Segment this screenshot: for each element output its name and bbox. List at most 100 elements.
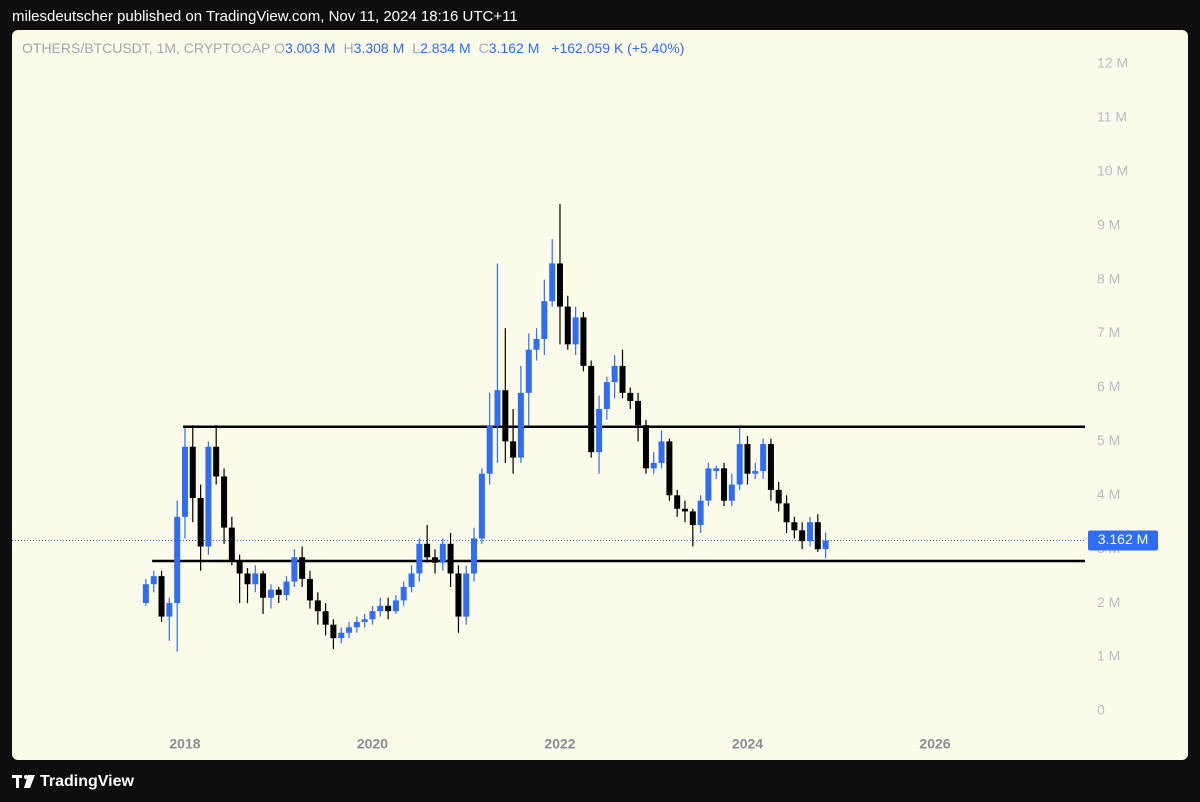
candle-body (752, 471, 759, 474)
candle-body (432, 557, 439, 563)
candle-body (244, 573, 251, 585)
candle-body (181, 446, 188, 517)
ohlc-key: H (343, 40, 354, 56)
y-tick-label: 5 M (1097, 432, 1120, 448)
candle-body (736, 444, 743, 485)
candle-body (471, 538, 478, 574)
candle-body (650, 462, 657, 469)
symbol: OTHERS/BTCUSDT, 1M, CRYPTOCAP (22, 40, 271, 56)
candle-body (572, 317, 579, 345)
y-tick-label: 11 M (1097, 109, 1127, 125)
x-tick-label: 2020 (357, 736, 388, 752)
candle-body (455, 573, 462, 617)
ohlc-value: 2.834 M (420, 40, 471, 56)
ohlc-key: O (274, 40, 285, 56)
candle-body (666, 441, 673, 496)
candle-body (510, 441, 517, 458)
candle-body (275, 589, 282, 596)
candle-body (549, 263, 556, 302)
candle-body (236, 559, 243, 574)
candle-body (205, 446, 212, 547)
brand-name: TradingView (40, 773, 135, 790)
plot-background (12, 30, 1188, 760)
candle-body (353, 621, 360, 628)
candle-body (588, 365, 595, 453)
ohlc-value: 3.162 M (488, 40, 540, 56)
candle-body (369, 611, 376, 620)
x-tick-label: 2022 (544, 736, 575, 752)
candle-body (416, 543, 423, 574)
candle-body (322, 611, 329, 625)
candle-body (267, 589, 274, 598)
y-tick-label: 0 (1097, 702, 1105, 718)
candle-body (767, 444, 774, 490)
candle-body (408, 573, 415, 587)
brand-logo (12, 775, 35, 788)
candle-body (814, 522, 821, 550)
candle-body (228, 527, 235, 560)
candle-body (533, 338, 540, 350)
last-price-box (1088, 530, 1158, 551)
candle-body (213, 446, 220, 477)
candle-body (494, 390, 501, 426)
x-tick-label: 2018 (169, 736, 200, 752)
candle-body (361, 619, 368, 622)
publisher-line: milesdeutscher published on TradingView.… (12, 8, 518, 25)
candle-body (611, 365, 618, 383)
y-tick-label: 8 M (1097, 270, 1120, 286)
candle-body (502, 390, 509, 442)
candle-body (142, 584, 149, 604)
change: +162.059 K (+5.40%) (551, 40, 685, 56)
candle-body (166, 603, 173, 617)
candle-body (158, 576, 165, 617)
candle-body (658, 441, 665, 463)
candle-body (564, 306, 571, 345)
candle-body (478, 473, 485, 539)
y-tick-label: 10 M (1097, 162, 1128, 178)
candle-body (580, 317, 587, 366)
y-tick-label: 1 M (1097, 648, 1120, 664)
candle-body (252, 573, 259, 585)
candle-body (330, 624, 337, 639)
y-tick-label: 6 M (1097, 378, 1120, 394)
x-tick-label: 2024 (732, 736, 763, 752)
candle-body (713, 468, 720, 472)
candle-body (260, 573, 267, 598)
candle-body (799, 530, 806, 542)
candle-body (283, 581, 290, 596)
candle-body (681, 508, 688, 512)
candle-body (689, 511, 696, 525)
y-tick-label: 2 M (1097, 594, 1120, 610)
y-tick-label: 4 M (1097, 486, 1120, 502)
candle-body (744, 444, 751, 474)
candle-body (775, 489, 782, 504)
candle-body (541, 301, 548, 339)
y-tick-label: 9 M (1097, 216, 1120, 232)
candle-body (197, 497, 204, 547)
ohlc-key: L (412, 40, 421, 56)
candle-body (697, 500, 704, 525)
candle-body (721, 468, 728, 501)
candle-body (377, 605, 384, 612)
candle-body (783, 503, 790, 523)
candle-body (314, 600, 321, 612)
candle-body (346, 627, 353, 633)
ohlc-key: C (478, 40, 489, 56)
candle-body (603, 382, 610, 410)
candle-body (385, 605, 392, 612)
candle-body (400, 586, 407, 601)
candle-body (635, 400, 642, 426)
ohlc-value: 3.308 M (353, 40, 405, 56)
candle-body (627, 392, 634, 401)
candle-body (299, 557, 306, 579)
candle-body (760, 444, 767, 472)
candle-body (291, 557, 298, 582)
candle-body (525, 349, 532, 393)
x-tick-label: 2026 (919, 736, 950, 752)
candle-body (642, 425, 649, 469)
last-price-label: 3.162 M (1098, 531, 1149, 547)
candle-body (791, 522, 798, 531)
candle-body (517, 392, 524, 458)
